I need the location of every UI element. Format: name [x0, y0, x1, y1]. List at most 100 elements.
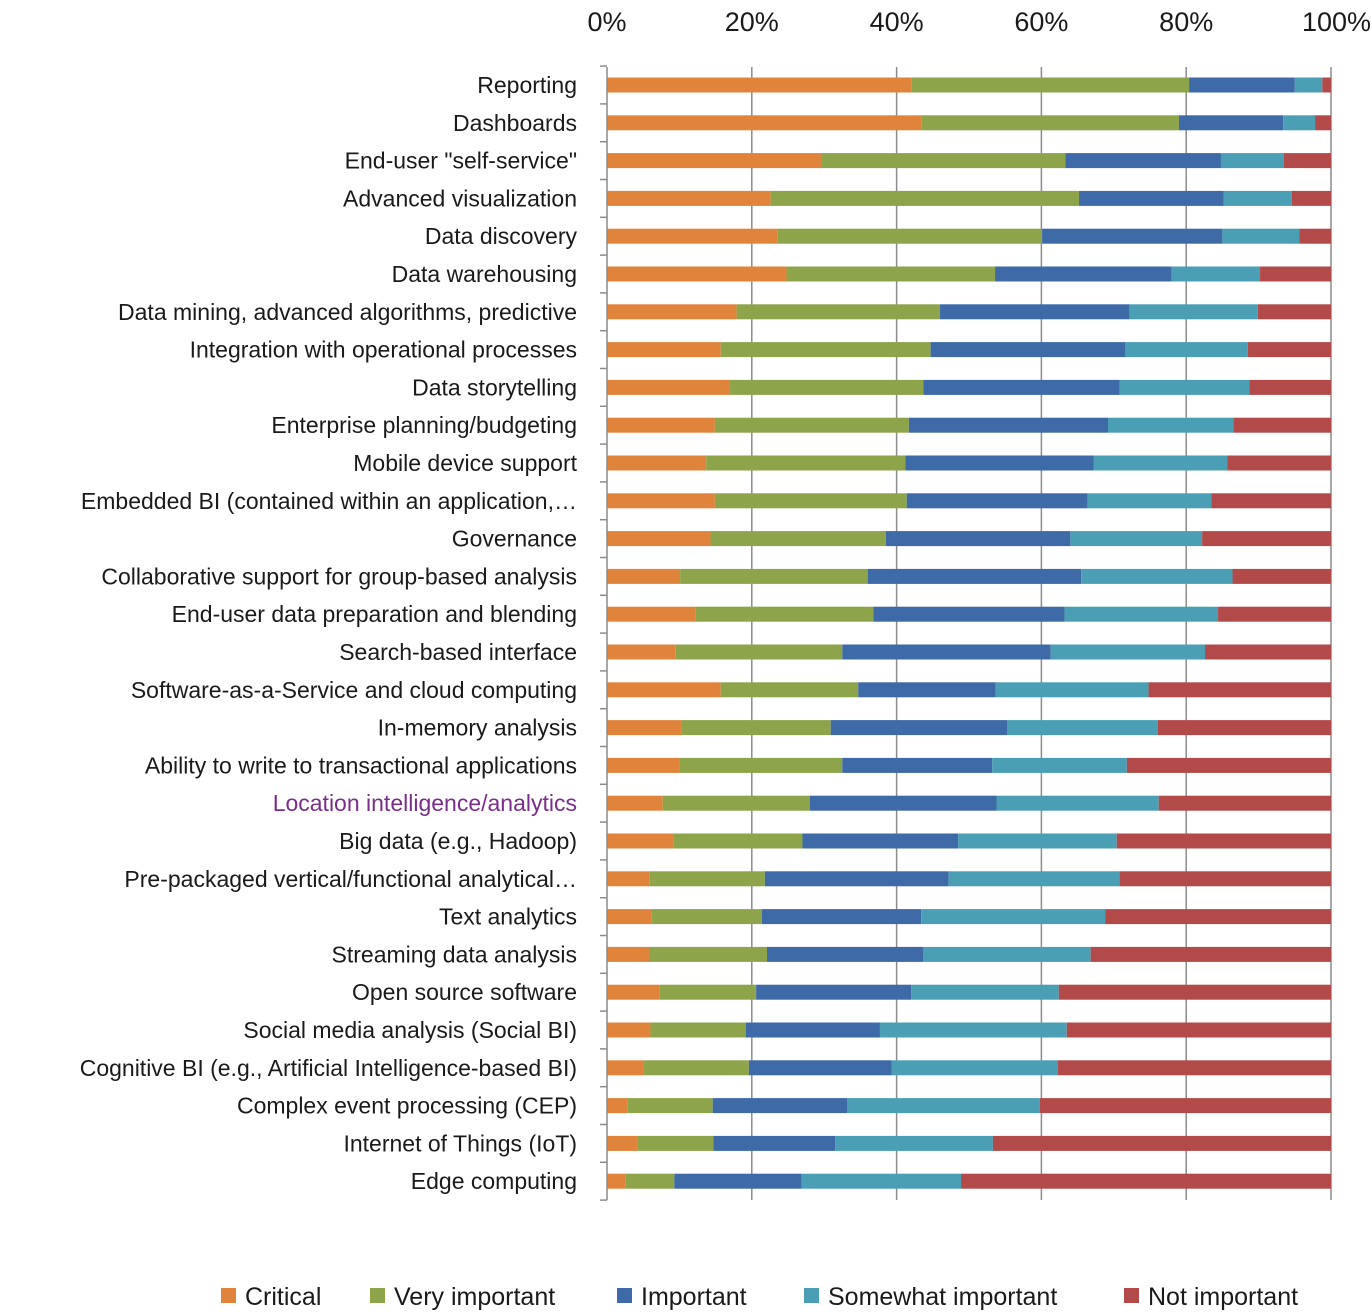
bar-segment — [607, 531, 711, 547]
bar-segment — [695, 606, 874, 622]
bar-segment — [1294, 77, 1323, 93]
legend-swatch — [804, 1288, 819, 1303]
bar-segment — [650, 1022, 747, 1038]
bar-segment — [930, 342, 1126, 358]
bar-segment — [761, 909, 922, 925]
bar-segment — [662, 795, 810, 811]
category-label: In-memory analysis — [378, 715, 577, 741]
bar-segment — [1233, 417, 1331, 433]
category-label: Advanced visualization — [343, 185, 577, 211]
category-label: Big data (e.g., Hadoop) — [339, 828, 577, 854]
bar-segment — [867, 568, 1082, 584]
bar-segment — [607, 1060, 644, 1076]
bar-segment — [1058, 1060, 1331, 1076]
bar-segment — [948, 871, 1120, 887]
bar-segment — [627, 1098, 713, 1114]
bar-segment — [1260, 266, 1331, 282]
bar-segment — [607, 795, 663, 811]
bar-segment — [607, 228, 778, 244]
bar-segment — [891, 1060, 1059, 1076]
bar-segment — [681, 720, 831, 736]
bar-segment — [958, 833, 1117, 849]
bar-segment — [607, 342, 721, 358]
bar-segment — [1218, 606, 1331, 622]
bar-segment — [714, 417, 909, 433]
bar-segment — [1065, 153, 1221, 169]
bar-segment — [712, 1098, 848, 1114]
bar-segment — [1202, 531, 1331, 547]
bars — [607, 77, 1331, 1189]
category-labels: Reporting Dashboards End-user "self-servic… — [80, 72, 578, 1194]
category-label: Social media analysis (Social BI) — [243, 1017, 577, 1043]
bar-segment — [770, 190, 1080, 206]
category-label: Internet of Things (IoT) — [343, 1130, 577, 1156]
bar-segment — [607, 720, 682, 736]
bar-segment — [648, 946, 768, 962]
bar-segment — [607, 984, 660, 1000]
bar-segment — [1007, 720, 1158, 736]
bar-segment — [607, 833, 674, 849]
bar-segment — [961, 1173, 1331, 1189]
bar-segment — [607, 644, 676, 660]
bar-segment — [720, 342, 931, 358]
bar-segment — [607, 266, 787, 282]
bar-segment — [1064, 606, 1219, 622]
legend-label: Very important — [394, 1283, 555, 1311]
bar-segment — [651, 909, 762, 925]
bar-segment — [842, 757, 993, 773]
bar-segment — [637, 1135, 714, 1151]
category-label: Location intelligence/analytics — [273, 790, 577, 816]
x-tick-label: 20% — [725, 7, 779, 37]
x-tick-label: 100% — [1302, 7, 1371, 37]
bar-segment — [830, 720, 1008, 736]
bar-segment — [607, 1173, 626, 1189]
bar-segment — [607, 682, 721, 698]
category-label: End-user "self-service" — [345, 148, 577, 174]
category-label: Open source software — [352, 979, 577, 1005]
bar-segment — [1090, 946, 1331, 962]
category-label: Mobile device support — [353, 450, 577, 476]
bar-segment — [649, 871, 765, 887]
bar-segment — [996, 795, 1159, 811]
bar-segment — [1220, 153, 1284, 169]
bar-segment — [607, 190, 771, 206]
bar-segment — [1247, 342, 1331, 358]
bar-segment — [607, 77, 912, 93]
category-label: Dashboards — [453, 110, 577, 136]
legend-swatch — [1124, 1288, 1139, 1303]
bar-segment — [1125, 342, 1248, 358]
legend-label: Critical — [245, 1283, 321, 1311]
bar-segment — [746, 1022, 880, 1038]
bar-segment — [786, 266, 996, 282]
bar-segment — [992, 1135, 1331, 1151]
bar-segment — [710, 531, 886, 547]
bar-segment — [680, 568, 868, 584]
bar-segment — [847, 1098, 1040, 1114]
bar-segment — [1039, 1098, 1331, 1114]
bar-segment — [607, 493, 715, 509]
category-label: Governance — [452, 526, 577, 552]
bar-segment — [1050, 644, 1206, 660]
legend-label: Somewhat important — [828, 1283, 1057, 1311]
bar-segment — [720, 682, 859, 698]
bar-segment — [995, 266, 1172, 282]
bar-segment — [1291, 190, 1331, 206]
bar-segment — [764, 871, 949, 887]
bar-segment — [607, 871, 650, 887]
bar-segment — [801, 1173, 962, 1189]
bar-segment — [714, 493, 907, 509]
bar-segment — [1178, 115, 1284, 131]
bar-segment — [674, 1173, 802, 1189]
bar-segment — [607, 606, 696, 622]
category-label: Software-as-a-Service and cloud computin… — [131, 677, 577, 703]
bar-segment — [1315, 115, 1331, 131]
bar-segment — [1283, 153, 1331, 169]
bar-segment — [607, 417, 715, 433]
bar-segment — [607, 1098, 628, 1114]
bar-segment — [885, 531, 1071, 547]
bar-segment — [802, 833, 959, 849]
bar-segment — [906, 493, 1088, 509]
bar-segment — [921, 909, 1106, 925]
legend-swatch — [617, 1288, 632, 1303]
